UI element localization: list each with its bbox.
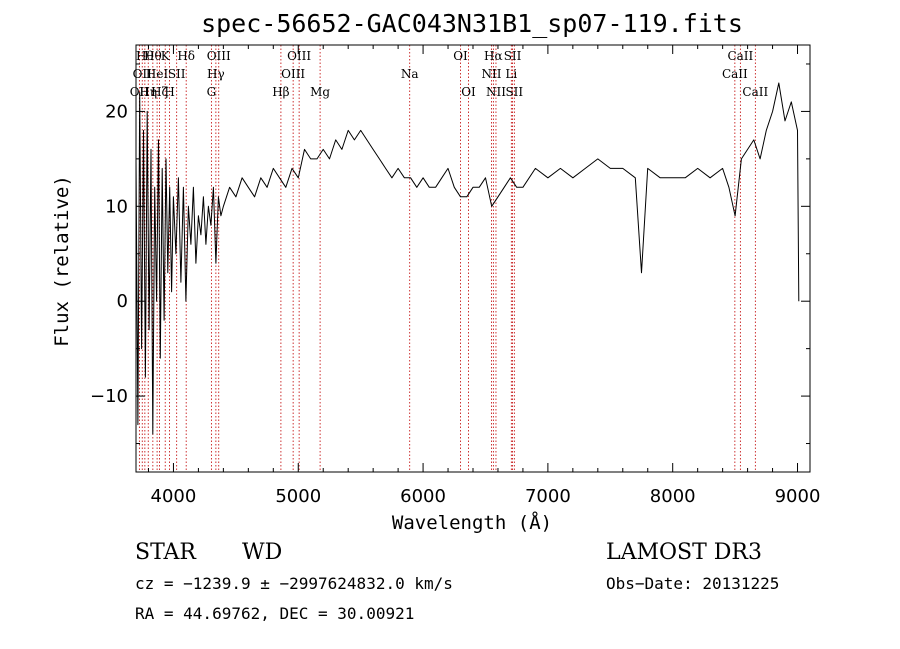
line-marker-label: Hγ [207,67,225,81]
spectral-line-markers [138,45,756,472]
line-marker-label: HeI [146,67,169,81]
line-marker-label: Li [505,67,517,81]
y-tick-label: 0 [117,291,128,312]
survey-name: LAMOST DR3 [606,540,762,565]
line-marker-label: CaII [742,85,768,99]
line-marker-label: Hβ [272,85,289,99]
line-marker-label: OII [133,67,153,81]
line-marker-label: Hθ [136,49,154,63]
x-tick-label: 9000 [775,486,821,507]
x-axis-label: Wavelength (Å) [392,511,552,534]
x-tick-label: 6000 [400,486,446,507]
spectral-line-labels: OIIOIIHθHηHθHeIHζKHSIIHδGHγOIIIHβOIIIOII… [130,49,769,99]
x-tick-label: 7000 [525,486,571,507]
object-class: STAR [135,540,197,565]
line-marker-label: H [164,85,174,99]
line-marker-label: Hζ [151,85,168,99]
x-axis-ticks: 4000 5000 6000 7000 8000 9000 [147,45,821,507]
line-marker-label: CaII [722,67,748,81]
y-tick-label: 10 [105,196,128,217]
line-marker-label: NII [486,85,506,99]
spectrum-line [135,82,800,435]
object-subclass: WD [242,540,282,565]
observation-date: Obs−Date: 20131225 [606,574,779,593]
coordinates-readout: RA = 44.69762, DEC = 30.00921 [135,604,414,623]
chart-title: spec-56652-GAC043N31B1_sp07-119.fits [201,9,743,38]
line-marker-label: K [161,49,171,63]
line-marker-label: SII [504,49,522,63]
line-marker-label: Hθ [144,49,162,63]
plot-frame [135,44,811,473]
x-tick-label: 4000 [151,486,197,507]
line-marker-label: OIII [287,49,311,63]
line-marker-label: Hδ [177,49,195,63]
y-tick-label: −10 [90,386,128,407]
spectrum-series [135,82,800,435]
y-axis-ticks: −10 0 10 20 [90,63,810,445]
line-marker-label: Hη [139,85,157,99]
line-marker-label: OI [453,49,468,63]
line-marker-label: SII [168,67,186,81]
line-marker-label: Hα [484,49,503,63]
line-marker-label: OIII [281,67,305,81]
y-axis-label: Flux (relative) [51,175,73,347]
line-marker-label: OI [461,85,476,99]
line-marker-label: CaII [727,49,753,63]
line-marker-label: G [207,85,217,99]
x-tick-label: 5000 [275,486,321,507]
line-marker-label: Mg [310,85,330,99]
line-marker-label: Na [401,67,419,81]
line-marker-label: OIII [207,49,231,63]
x-tick-label: 8000 [650,486,696,507]
line-marker-label: NII [481,67,501,81]
y-tick-label: 20 [105,101,128,122]
line-marker-label: SII [505,85,523,99]
redshift-readout: cz = −1239.9 ± −2997624832.0 km/s [135,574,453,593]
